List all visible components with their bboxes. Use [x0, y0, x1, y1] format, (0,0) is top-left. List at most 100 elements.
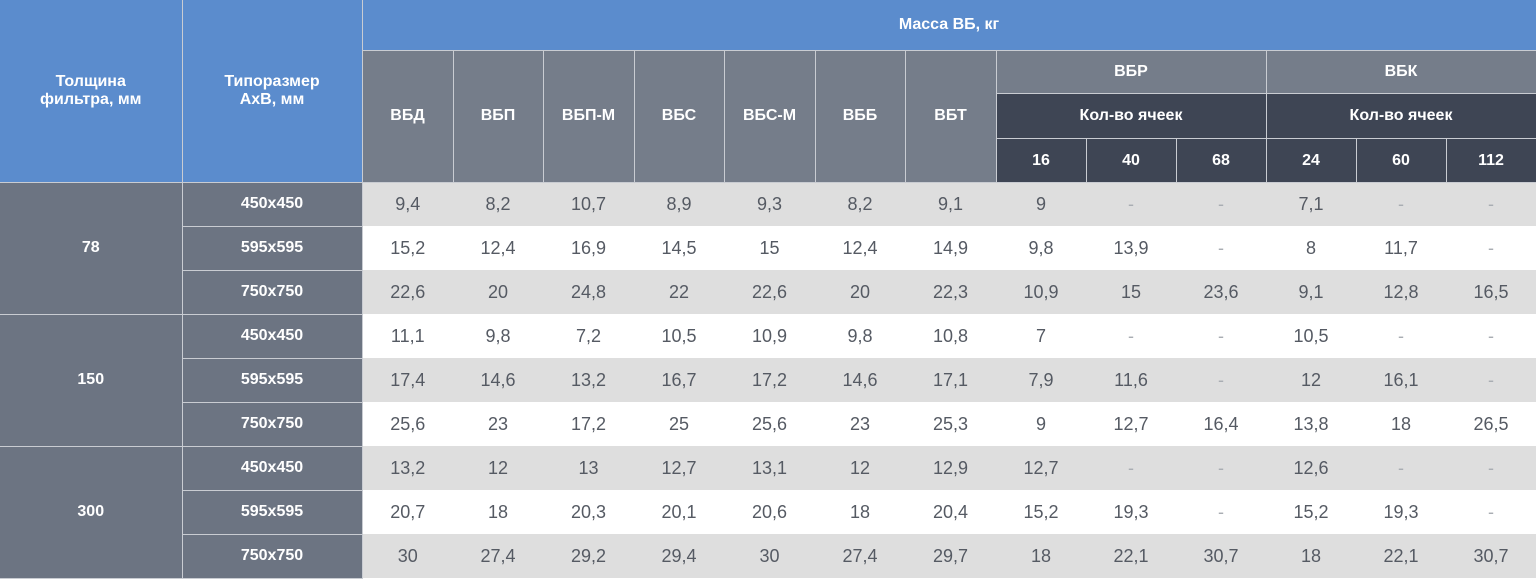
- mass-value-cell: 15,2: [362, 226, 453, 270]
- table-row: 750x750 22,6 20 24,8 22 22,6 20 22,3 10,9 15 23,6 9…: [0, 270, 1536, 315]
- mass-value-cell: 11,7: [1356, 226, 1446, 270]
- mass-value-cell: 12,4: [815, 226, 905, 270]
- mass-value-cell: 13,8: [1266, 402, 1356, 446]
- mass-value-cell: 20: [815, 270, 905, 314]
- mass-value-cell: 9,1: [1266, 270, 1356, 314]
- vbr-cell-count: 16: [997, 138, 1087, 182]
- mass-value-cell: 17,4: [362, 358, 453, 402]
- mass-value-cell: 10,7: [543, 182, 634, 226]
- model-header: ВБП-М: [543, 50, 635, 183]
- vbk-header: ВБК: [1266, 50, 1536, 94]
- size-header: Типоразмер АхВ, мм: [182, 0, 363, 183]
- mass-value-cell: 16,5: [1446, 270, 1536, 314]
- mass-value-cell: 30: [362, 534, 453, 578]
- mass-value-cell: 16,4: [1176, 402, 1266, 446]
- mass-value-cell: 16,1: [1356, 358, 1446, 402]
- mass-value-cell: 15,2: [996, 490, 1086, 534]
- mass-value-cell: 15,2: [1266, 490, 1356, 534]
- mass-value-cell: 24,8: [543, 270, 634, 314]
- size-cell: 750x750: [182, 402, 363, 447]
- vbr-cell-count: 68: [1212, 151, 1230, 169]
- mass-value-cell: 9: [996, 402, 1086, 446]
- mass-header: Масса ВБ, кг: [362, 0, 1536, 51]
- thickness-header: Толщина фильтра, мм: [0, 0, 183, 183]
- mass-value-cell: 16,7: [634, 358, 724, 402]
- mass-value-cell: 9,8: [996, 226, 1086, 270]
- size-cell: 595x595: [182, 490, 363, 535]
- mass-value-cell: 20,6: [724, 490, 815, 534]
- mass-value-cell: 8,2: [815, 182, 905, 226]
- mass-value-cell: 15: [1086, 270, 1176, 314]
- mass-value-cell: 17,2: [543, 402, 634, 446]
- mass-value-cell: 12,4: [453, 226, 543, 270]
- mass-value-cell: 10,9: [996, 270, 1086, 314]
- mass-value-cell: 14,5: [634, 226, 724, 270]
- mass-value-cell: 18: [996, 534, 1086, 578]
- mass-value-cell: -: [1086, 182, 1176, 226]
- mass-value-cell: -: [1356, 446, 1446, 490]
- table-row: 750x750 25,6 23 17,2 25 25,6 23 25,3 9 12,7 16,4 13…: [0, 402, 1536, 447]
- mass-value-cell: -: [1176, 446, 1266, 490]
- mass-value-cell: 12,7: [634, 446, 724, 490]
- mass-value-cell: -: [1176, 182, 1266, 226]
- mass-value-cell: 13,2: [362, 446, 453, 490]
- size-cell: 595x595: [182, 358, 363, 403]
- mass-value-cell: 10,8: [905, 314, 996, 358]
- mass-value-cell: 12: [453, 446, 543, 490]
- mass-value-cell: 14,9: [905, 226, 996, 270]
- thickness-cell: 78: [0, 182, 183, 315]
- table-body: 78 450x450 9,4 8,2 10,7 8,9 9,3 8,2 9,1 9- -7,1- -5…: [0, 182, 1536, 579]
- mass-value-cell: 10,5: [634, 314, 724, 358]
- mass-value-cell: -: [1176, 490, 1266, 534]
- size-cell: 750x750: [182, 534, 363, 579]
- mass-value-cell: -: [1086, 446, 1176, 490]
- mass-value-cell: 18: [815, 490, 905, 534]
- table-row: 595x595 17,4 14,6 13,2 16,7 17,2 14,6 17,1 7,9 11…: [0, 358, 1536, 403]
- mass-value-cell: 26,5: [1446, 402, 1536, 446]
- mass-value-cell: 22,6: [362, 270, 453, 314]
- mass-value-cell: 13,1: [724, 446, 815, 490]
- mass-value-cell: -: [1086, 314, 1176, 358]
- mass-value-cell: 22,3: [905, 270, 996, 314]
- thickness-cell: 150: [0, 314, 183, 447]
- mass-value-cell: 25,6: [362, 402, 453, 446]
- vbk-cell-count: 60: [1357, 138, 1447, 182]
- mass-value-cell: 23: [815, 402, 905, 446]
- size-cell: 450x450: [182, 446, 363, 491]
- mass-value-cell: 7,1: [1266, 182, 1356, 226]
- mass-value-cell: 8,9: [634, 182, 724, 226]
- table-row: 750x750 30 27,4 29,2 29,4 30 27,4 29,7 18 22,1 30,…: [0, 534, 1536, 579]
- mass-value-cell: 25: [634, 402, 724, 446]
- mass-value-cell: 27,4: [815, 534, 905, 578]
- mass-value-cell: 22,1: [1356, 534, 1446, 578]
- mass-value-cell: 13,2: [543, 358, 634, 402]
- mass-value-cell: 19,3: [1356, 490, 1446, 534]
- vbk-cells-header: Кол-во ячеек 24 60 112: [1266, 93, 1536, 183]
- vbk-cell-count: 112: [1478, 151, 1504, 169]
- mass-value-cell: 29,4: [634, 534, 724, 578]
- mass-value-cell: 11,1: [362, 314, 453, 358]
- mass-value-cell: 12,9: [905, 446, 996, 490]
- mass-value-cell: 20,1: [634, 490, 724, 534]
- vbk-cells-label: Кол-во ячеек: [1266, 94, 1536, 139]
- mass-value-cell: 22,6: [724, 270, 815, 314]
- mass-value-cell: 9,4: [362, 182, 453, 226]
- mass-value-cell: -: [1446, 226, 1536, 270]
- vbr-cells-label: Кол-во ячеек: [996, 94, 1266, 139]
- mass-value-cell: -: [1446, 446, 1536, 490]
- mass-value-cell: 29,7: [905, 534, 996, 578]
- mass-value-cell: 9,3: [724, 182, 815, 226]
- table-header: Толщина фильтра, мм Типоразмер АхВ, мм М…: [0, 0, 1536, 183]
- mass-value-cell: 14,6: [453, 358, 543, 402]
- size-cell: 450x450: [182, 314, 363, 359]
- mass-value-cell: 30,7: [1176, 534, 1266, 578]
- mass-value-cell: 12,7: [996, 446, 1086, 490]
- mass-value-cell: 22: [634, 270, 724, 314]
- mass-value-cell: 7,9: [996, 358, 1086, 402]
- vbk-cell-count: 24: [1267, 138, 1357, 182]
- mass-value-cell: 19,3: [1086, 490, 1176, 534]
- mass-value-cell: 30: [724, 534, 815, 578]
- mass-value-cell: -: [1176, 358, 1266, 402]
- mass-value-cell: 8,2: [453, 182, 543, 226]
